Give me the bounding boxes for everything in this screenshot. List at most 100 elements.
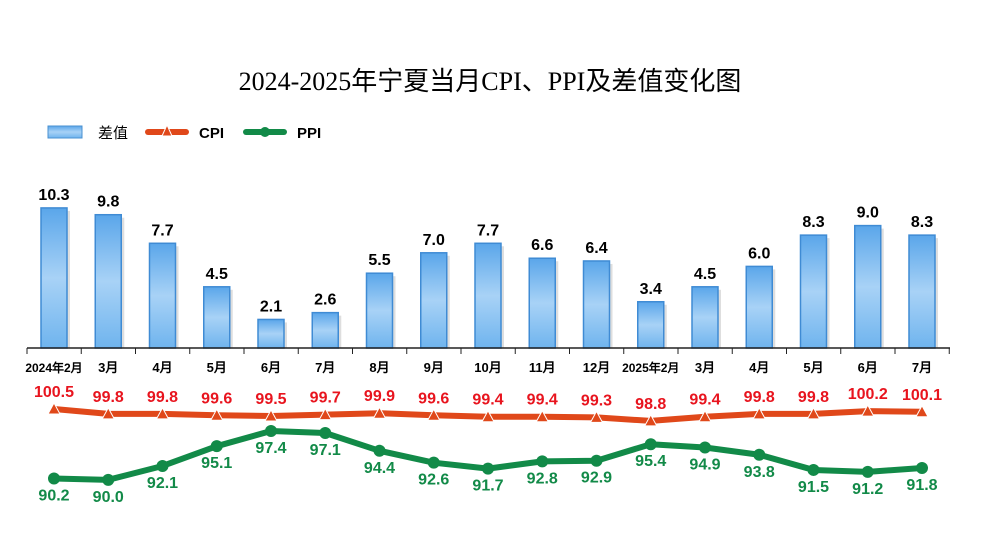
ppi-marker [48,472,60,485]
ppi-marker [265,425,277,437]
bar [40,207,68,349]
ppi-value-label: 93.8 [744,464,775,481]
bar-value-label: 4.5 [206,266,228,283]
ppi-value-label: 94.9 [689,457,720,474]
legend-marker-cpi [161,123,173,137]
ppi-marker [590,454,603,467]
ppi-marker [644,438,657,451]
cpi-marker [101,406,116,420]
chart-title: 2024-2025年宁夏当月CPI、PPI及差值变化图 [239,67,742,96]
legend-label-ppi: PPI [297,125,321,142]
x-tick-label: 3月 [695,360,715,375]
cpi-value-label: 99.3 [581,392,612,409]
cpi-value-label: 100.2 [848,386,888,403]
cpi-value-label: 99.6 [418,390,449,407]
x-tick-label: 7月 [315,360,335,375]
cpi-marker [806,406,821,420]
bar-value-label: 10.3 [38,187,69,204]
ppi-marker [699,441,711,454]
cpi-value-label: 99.4 [472,392,503,409]
ppi-value-label: 92.8 [527,470,558,487]
bar [148,242,177,349]
cpi-marker [481,409,495,423]
axis: 2024年2月 3月 4月 5月 6月 7月 8月 9月 10月 11月 12月 2025年2月 3月 4… [25,347,950,375]
bar-value-label: 5.5 [368,252,390,269]
ppi-marker [753,448,766,461]
bar [311,311,339,349]
cpi-series: 100.5 99.8 99.8 99.6 99.5 99.7 99.9 99.6 99.4 99.… [34,384,942,427]
cpi-marker [643,413,658,427]
bar-value-label: 4.5 [694,266,716,283]
bar [528,257,556,349]
bar [94,213,122,349]
ppi-marker [482,462,494,475]
x-tick-label: 6月 [261,360,281,375]
ppi-value-label: 92.9 [581,470,612,487]
bar-value-label: 9.8 [97,194,119,211]
bar-value-label: 6.4 [585,240,607,257]
bar-value-label: 7.7 [151,222,173,239]
ppi-marker [916,461,928,474]
bar [908,234,936,349]
ppi-series: 90.2 90.0 92.1 95.1 97.4 97.1 94.4 92.6 91.7 92.8… [38,425,938,506]
cpi-value-label: 99.6 [201,390,232,407]
ppi-marker [536,455,549,468]
cpi-marker [589,410,604,423]
cpi-value-label: 99.8 [93,389,124,406]
bar-value-label: 2.6 [314,292,336,309]
cpi-marker [372,406,387,419]
cpi-value-label: 100.5 [34,384,74,401]
ppi-marker [102,473,115,486]
x-tick-label: 2024年2月 [25,360,82,375]
ppi-value-label: 90.0 [93,489,124,506]
ppi-value-label: 91.8 [906,477,937,494]
legend-label-cpi: CPI [199,125,224,142]
ppi-value-label: 91.2 [852,481,883,498]
ppi-marker [807,463,820,476]
x-tick-label: 12月 [583,360,610,375]
legend: 差值 CPI PPI [47,123,321,142]
bar [365,272,394,349]
bar-value-label: 8.3 [802,214,824,231]
cpi-value-label: 99.7 [310,390,341,407]
bar [854,224,882,349]
cpi-value-label: 99.5 [255,391,286,408]
ppi-value-label: 92.6 [418,472,449,489]
cpi-marker [915,404,929,418]
ppi-value-label: 94.4 [364,460,395,477]
cpi-marker [426,408,441,421]
bar-value-label: 9.0 [857,205,879,222]
bar [799,234,828,349]
cpi-value-label: 99.9 [364,388,395,405]
x-tick-label: 9月 [424,360,444,375]
ppi-value-label: 95.4 [635,453,666,470]
x-tick-label: 5月 [207,360,227,375]
cpi-value-label: 99.4 [527,392,558,409]
x-tick-label: 3月 [98,360,118,375]
cpi-marker [698,409,712,423]
bar-value-label: 2.1 [260,298,282,315]
ppi-marker [861,465,874,478]
bars: 10.3 9.8 7.7 4.5 2.1 2.6 5.5 7.0 7.7 6.6 6.4 3.4 4.5… [38,187,938,349]
x-tick-label: 4月 [749,360,769,375]
cpi-marker [318,407,333,421]
bar-value-label: 6.0 [748,245,770,262]
bar [691,286,719,349]
ppi-marker [373,444,386,457]
bar-value-label: 7.7 [477,222,499,239]
ppi-value-label: 97.4 [255,440,286,457]
cpi-value-label: 99.8 [798,389,829,406]
x-tick-label: 2025年2月 [622,360,679,375]
ppi-value-label: 95.1 [201,455,232,472]
ppi-value-label: 92.1 [147,475,178,492]
legend-marker-ppi [260,127,270,137]
ppi-value-label: 97.1 [310,442,341,459]
x-tick-label: 8月 [369,360,389,375]
x-tick-label: 10月 [474,360,501,375]
cpi-marker [535,409,550,423]
bar [582,260,611,349]
cpi-marker [209,408,224,421]
x-tick-label: 11月 [529,360,556,375]
bar [474,242,502,349]
